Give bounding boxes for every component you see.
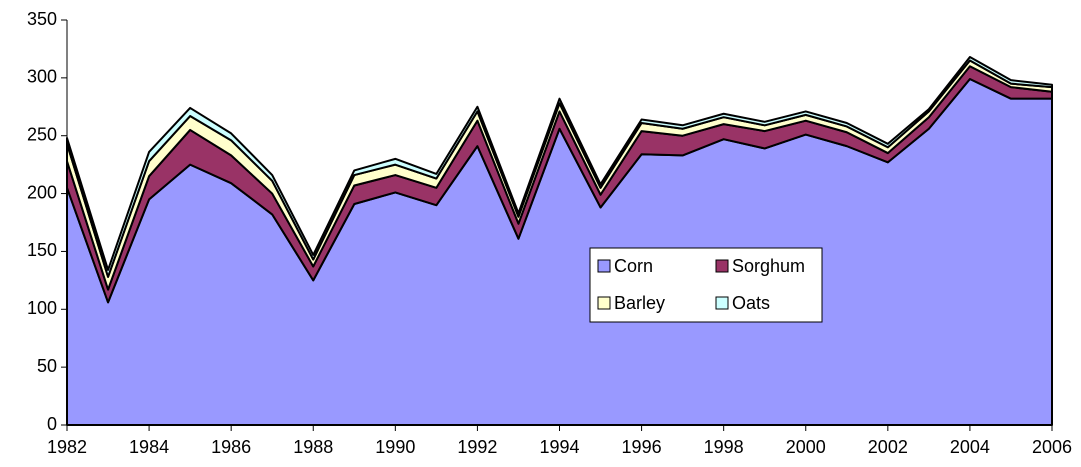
x-tick-label: 1996 — [622, 437, 662, 457]
x-tick-label: 2006 — [1032, 437, 1072, 457]
legend-label: Barley — [614, 293, 665, 313]
x-tick-label: 1984 — [129, 437, 169, 457]
legend-box — [589, 247, 823, 323]
legend-label: Sorghum — [732, 256, 805, 276]
y-tick-label: 200 — [27, 182, 57, 202]
legend-label: Oats — [732, 293, 770, 313]
x-tick-label: 1988 — [293, 437, 333, 457]
y-tick-label: 350 — [27, 9, 57, 29]
x-tick-label: 1992 — [457, 437, 497, 457]
x-tick-label: 2000 — [786, 437, 826, 457]
x-tick-label: 1998 — [704, 437, 744, 457]
area — [66, 56, 1053, 278]
y-tick-label: 50 — [37, 356, 57, 376]
y-tick-label: 150 — [27, 240, 57, 260]
legend: Corn Sorghum Barley Oats — [589, 247, 823, 323]
y-tick-label: 100 — [27, 298, 57, 318]
x-tick-label: 1990 — [375, 437, 415, 457]
y-tick-label: 300 — [27, 67, 57, 87]
x-tick-label: 2004 — [950, 437, 990, 457]
y-tick-label: 0 — [47, 414, 57, 434]
x-tick-label: 1982 — [47, 437, 87, 457]
legend-swatch — [715, 296, 729, 310]
legend-label: Corn — [614, 256, 653, 276]
y-tick-label: 250 — [27, 124, 57, 144]
x-tick-label: 1986 — [211, 437, 251, 457]
legend-swatch — [597, 259, 611, 273]
x-tick-label: 1994 — [539, 437, 579, 457]
legend-swatch — [715, 259, 729, 273]
x-tick-label: 2002 — [868, 437, 908, 457]
legend-swatch — [597, 296, 611, 310]
